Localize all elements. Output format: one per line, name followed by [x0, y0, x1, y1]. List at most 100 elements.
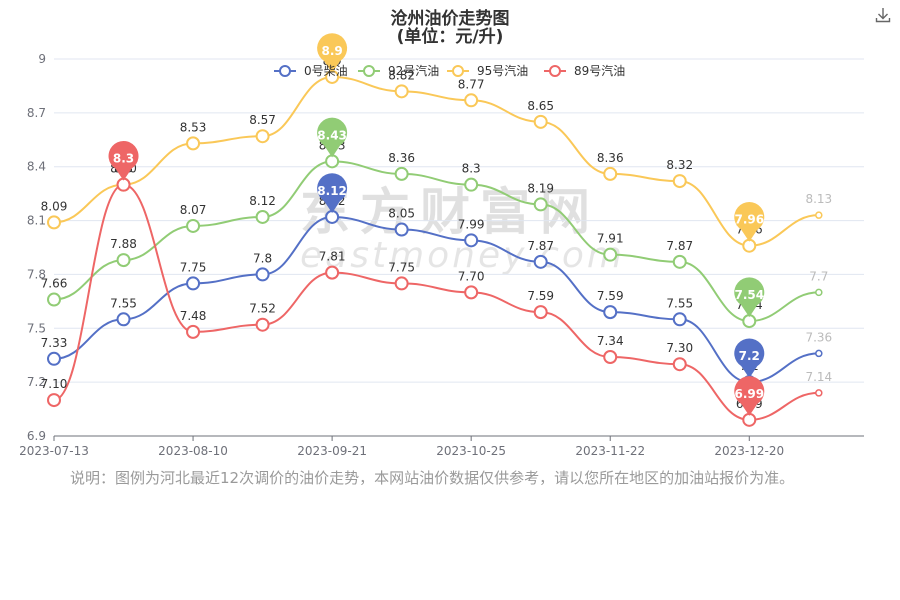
max-pin-shape [108, 140, 139, 181]
data-point[interactable] [394, 276, 409, 291]
data-point[interactable] [603, 166, 618, 181]
y-tick-label: 7.5 [27, 321, 46, 335]
data-point[interactable] [533, 305, 548, 320]
data-point[interactable] [255, 209, 270, 224]
min-pin: 7.2 [734, 338, 765, 379]
data-label: 7.48 [180, 309, 207, 323]
x-tick-label: 2023-07-13 [19, 444, 89, 458]
data-label: 7.81 [319, 250, 346, 264]
data-label: 7.7 [809, 269, 828, 283]
series-line-3 [53, 183, 819, 421]
data-point[interactable] [464, 177, 479, 192]
legend-marker-3[interactable] [549, 65, 561, 77]
series-line-0 [53, 215, 819, 384]
data-point[interactable] [603, 350, 618, 365]
chart-note: 说明：图例为河北最近12次调价的油价走势，本网站油价数据仅供参考，请以您所在地区… [70, 469, 795, 487]
min-pin: 6.99 [734, 376, 765, 416]
data-label: 7.8 [253, 251, 272, 265]
min-pin-shape [734, 376, 765, 416]
data-label: 7.10 [41, 377, 68, 391]
min-pin-shape [734, 338, 765, 379]
legend-label-1[interactable]: 92号汽油 [388, 63, 439, 78]
data-point[interactable] [533, 197, 548, 212]
min-pin: 7.54 [734, 277, 765, 318]
data-point[interactable] [255, 317, 270, 332]
data-point[interactable] [186, 324, 201, 339]
legend-label-3[interactable]: 89号汽油 [574, 63, 625, 78]
data-point[interactable] [815, 288, 823, 297]
series-line-1 [53, 160, 819, 323]
data-point[interactable] [464, 233, 479, 248]
data-point[interactable] [255, 267, 270, 282]
data-point[interactable] [186, 276, 201, 291]
max-pin-shape [317, 173, 348, 213]
data-label: 7.75 [180, 260, 207, 274]
data-point[interactable] [116, 312, 131, 327]
data-label: 7.52 [249, 302, 276, 316]
data-label: 8.3 [462, 162, 481, 176]
legend-label-0[interactable]: 0号柴油 [304, 64, 348, 78]
max-pin-label: 8.12 [317, 184, 347, 198]
data-point[interactable] [394, 222, 409, 237]
y-tick-label: 7.8 [27, 267, 46, 281]
data-label: 8.09 [41, 199, 68, 213]
data-point[interactable] [47, 292, 61, 307]
x-tick-label: 2023-12-20 [714, 444, 784, 458]
data-label: 7.36 [805, 330, 832, 344]
data-point[interactable] [394, 84, 409, 99]
data-label: 8.05 [388, 207, 415, 221]
max-pin: 8.43 [317, 117, 348, 158]
data-point[interactable] [815, 389, 823, 397]
data-point[interactable] [464, 285, 479, 300]
download-icon[interactable] [874, 6, 892, 24]
data-point[interactable] [325, 265, 340, 280]
data-point[interactable] [394, 166, 409, 181]
oil-price-line-chart: 6.9 7.2 7.5 7.8 8.1 8.4 8.7 9 2023-07-13 2023-08-… [19, 33, 864, 458]
data-label: 7.87 [527, 239, 554, 253]
data-label: 8.12 [249, 194, 276, 208]
data-point[interactable] [603, 247, 618, 262]
max-pin: 8.12 [317, 173, 348, 213]
data-point[interactable] [672, 357, 687, 372]
data-label: 8.32 [666, 158, 693, 172]
max-pin-label: 8.43 [317, 128, 347, 142]
y-tick-label: 8.1 [27, 214, 46, 228]
x-tick-label: 2023-10-25 [436, 444, 506, 458]
watermark-text: 东方财富网 [300, 183, 600, 241]
min-pin-shape [734, 277, 765, 318]
legend-label-2[interactable]: 95号汽油 [477, 63, 528, 78]
data-point[interactable] [672, 312, 687, 327]
y-tick-label: 6.9 [27, 429, 46, 443]
data-point[interactable] [533, 114, 548, 129]
data-point[interactable] [47, 393, 61, 408]
data-point[interactable] [47, 351, 61, 366]
data-point[interactable] [815, 349, 823, 358]
data-point[interactable] [116, 253, 131, 268]
data-point[interactable] [186, 218, 201, 233]
data-point[interactable] [533, 254, 548, 269]
data-point[interactable] [672, 254, 687, 269]
data-label: 7.55 [666, 296, 693, 310]
legend-marker-1[interactable] [363, 65, 375, 77]
data-label: 7.87 [666, 239, 693, 253]
data-point[interactable] [186, 136, 201, 151]
data-point[interactable] [47, 215, 61, 230]
data-point[interactable] [603, 305, 618, 320]
legend-marker-0[interactable] [279, 65, 291, 77]
min-pin-label: 7.2 [739, 349, 760, 363]
legend-marker-2[interactable] [452, 65, 464, 77]
data-point[interactable] [672, 174, 687, 189]
data-label: 8.53 [180, 120, 207, 134]
max-pin-label: 8.3 [113, 152, 134, 166]
data-label: 7.59 [597, 289, 624, 303]
data-point[interactable] [464, 93, 479, 108]
x-tick-label: 2023-11-22 [575, 444, 645, 458]
data-label: 7.66 [41, 277, 68, 291]
data-label: 7.75 [388, 260, 415, 274]
data-label: 7.34 [597, 334, 624, 348]
data-point[interactable] [255, 129, 270, 144]
data-label: 8.36 [388, 151, 415, 165]
data-label: 7.33 [41, 336, 68, 350]
data-point[interactable] [815, 211, 823, 219]
data-label: 7.30 [666, 341, 693, 355]
